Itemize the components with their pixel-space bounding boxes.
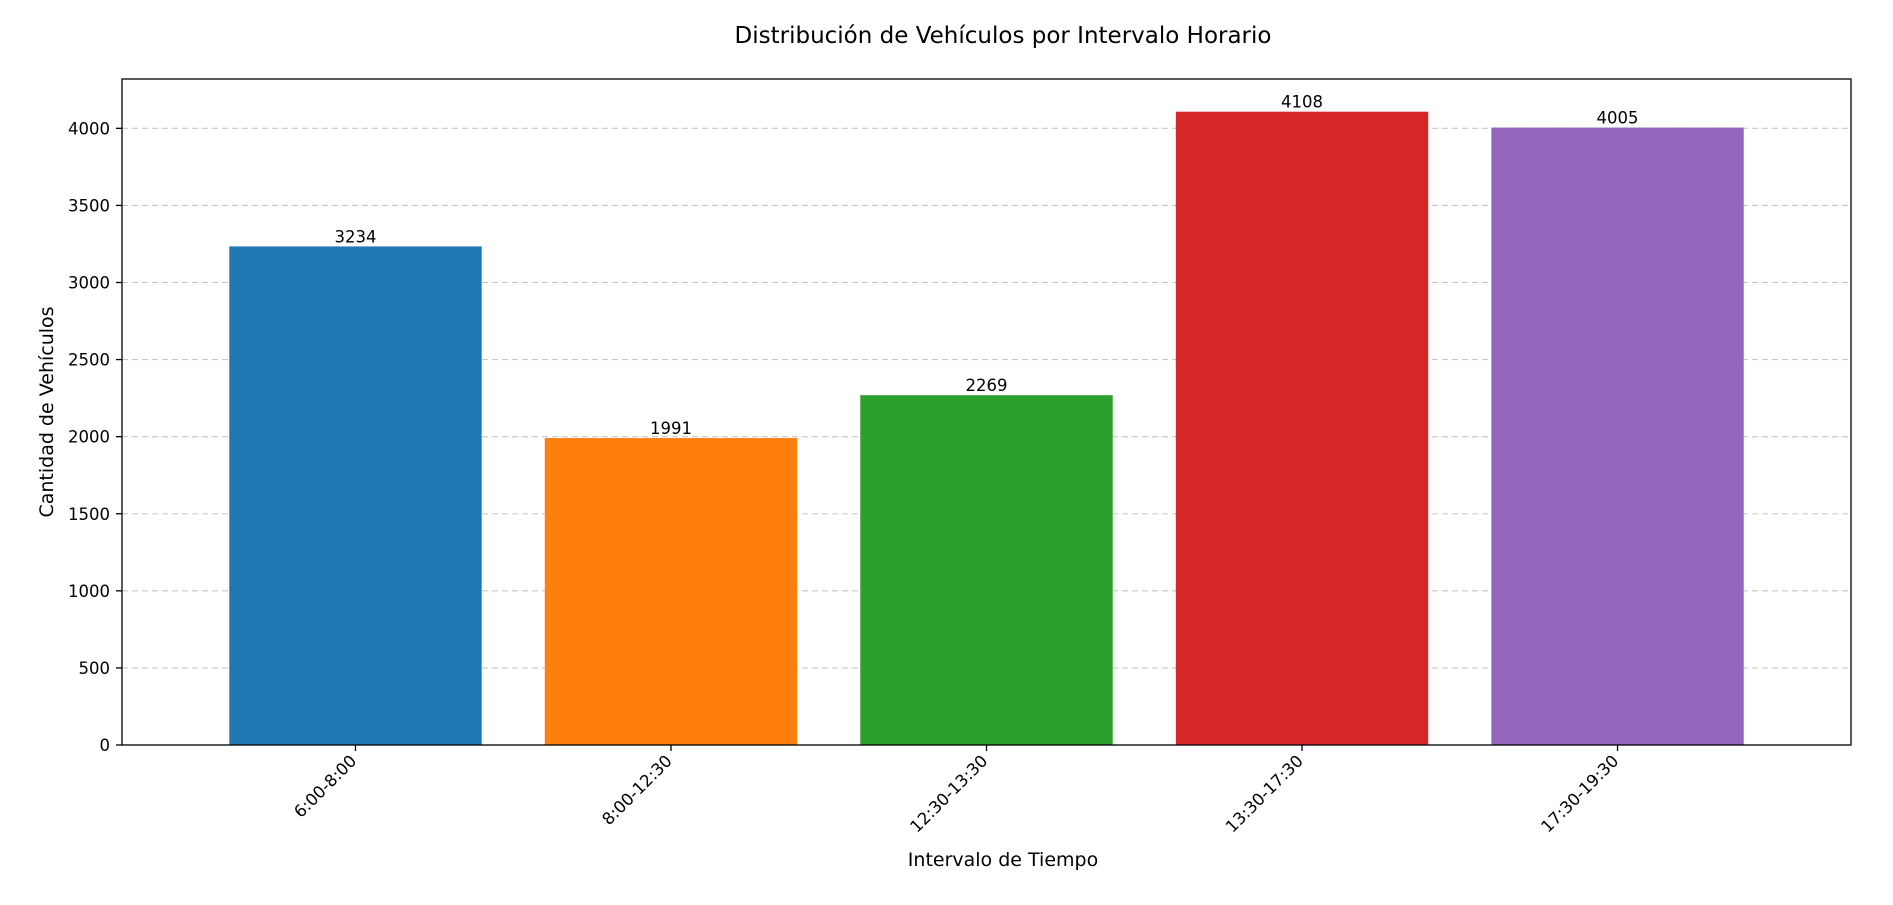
y-tick-label: 1000 [68,582,110,601]
data-label: 2269 [966,376,1008,395]
x-axis-label: Intervalo de Tiempo [908,849,1098,871]
bars [229,111,1744,746]
y-tick-label: 3500 [68,196,110,215]
data-label: 3234 [334,227,376,246]
y-tick-label: 4000 [68,119,110,138]
y-axis-label: Cantidad de Vehículos [36,306,58,517]
y-tick-label: 2000 [68,428,110,447]
bar [860,395,1113,745]
y-tick-label: 3000 [68,274,110,293]
y-axis-ticks: 0 500 1000 1500 2000 2500 3000 3500 4000 [68,119,122,755]
y-tick-label: 1500 [68,505,110,524]
bar [1175,111,1429,745]
data-label: 1991 [650,419,692,438]
y-tick-label: 500 [79,659,111,678]
bar [229,246,482,746]
y-tick-label: 2500 [68,351,110,370]
data-label: 4005 [1597,109,1639,128]
bar [544,438,798,745]
chart-title: Distribución de Vehículos por Intervalo … [735,23,1272,49]
bar [1491,127,1744,745]
data-labels: 3234 1991 2269 4108 4005 [334,93,1638,438]
data-label: 4108 [1281,93,1323,112]
y-tick-label: 0 [100,736,111,755]
